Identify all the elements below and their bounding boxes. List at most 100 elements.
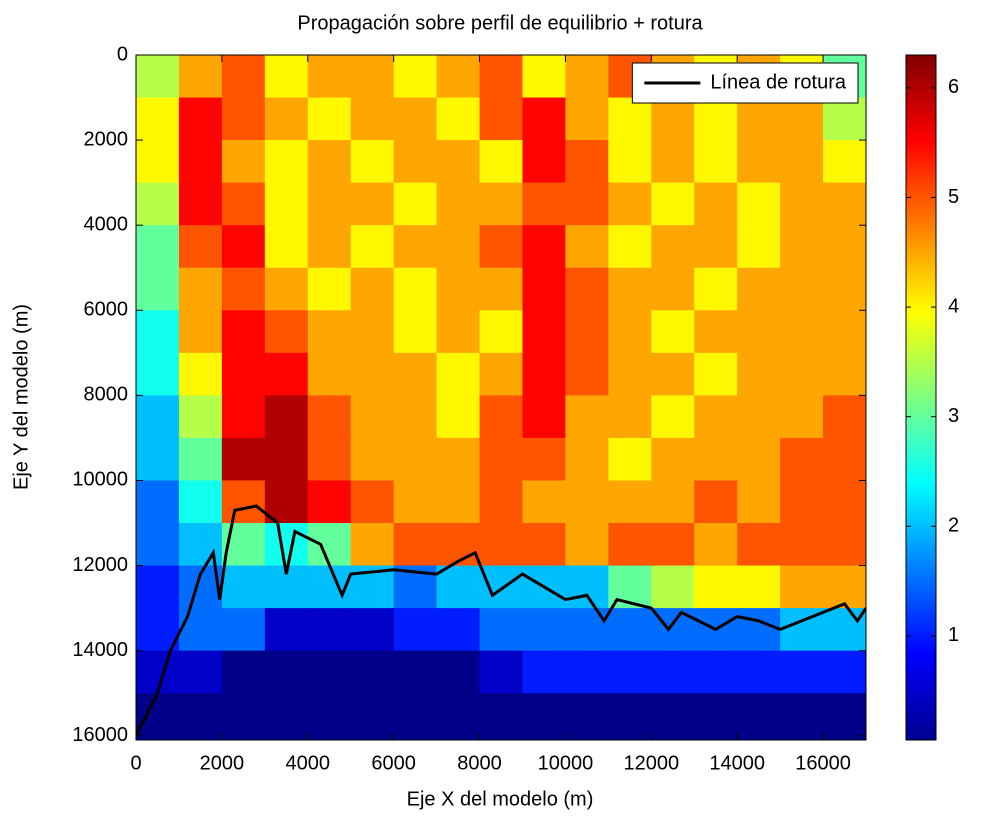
colorbar-tick-label: 5 [948,186,959,208]
heat-cell [780,395,824,439]
heat-cell [350,97,395,141]
heat-cell [178,395,223,439]
y-tick-label: 2000 [84,128,129,150]
heat-cell [264,225,309,269]
heat-cell [178,650,223,694]
heat-cell [780,310,824,354]
heat-cell [823,310,866,354]
heat-cell [565,352,609,396]
heat-cell [264,267,309,311]
heat-cell [651,140,695,184]
heat-cell [565,97,609,141]
x-tick-label: 10000 [538,752,594,774]
heat-cell [393,140,438,184]
heat-cell [823,565,866,609]
heat-cell [436,182,481,226]
heat-cell [350,608,395,652]
heat-cell [393,608,438,652]
overlay [136,504,866,737]
heat-cell [823,523,866,567]
heat-cell [178,608,223,652]
heat-cell [737,267,781,311]
heat-cell [178,225,223,269]
heat-cell [264,352,309,396]
heat-cell [823,97,866,141]
heat-cell [350,182,395,226]
heat-cell [479,55,524,99]
heat-cell [608,523,652,567]
heat-cell [136,97,180,141]
heat-cell [264,608,309,652]
heat-cell [393,693,438,740]
heat-cell [565,650,609,694]
heat-cell [565,55,609,99]
heat-cell [436,395,481,439]
heat-cell [393,225,438,269]
heat-cell [393,437,438,482]
heat-cell [823,693,866,740]
x-tick-label: 2000 [200,752,245,774]
heat-cell [823,225,866,269]
heat-cell [694,565,738,609]
y-tick-label: 10000 [72,469,128,491]
heat-cell [307,395,352,439]
heat-cell [565,565,609,609]
heat-cell [350,55,395,99]
heat-cell [307,650,352,694]
heat-cell [651,565,695,609]
heat-cell [780,267,824,311]
heat-cell [608,140,652,184]
heat-cell [694,310,738,354]
heat-cell [737,693,781,740]
colorbar-tick-label: 2 [948,515,959,537]
heat-cell [307,523,352,567]
heat-cell [393,97,438,141]
heat-cell [479,267,524,311]
heat-cell [264,437,309,482]
y-tick-label: 12000 [72,554,128,576]
heat-cell [651,395,695,439]
heat-cell [780,523,824,567]
heat-cell [565,140,609,184]
heat-cell [694,352,738,396]
heat-cell [436,140,481,184]
x-tick-label: 8000 [457,752,502,774]
heat-cell [522,437,567,482]
chart-title: Propagación sobre perfil de equilibrio +… [297,12,703,34]
heat-cell [436,693,481,740]
heat-cell [780,352,824,396]
heatmap [136,55,866,740]
heat-cell [479,437,524,482]
y-tick-label: 0 [117,43,128,65]
heat-cell [522,523,567,567]
heat-cell [479,608,524,652]
heat-cell [221,395,266,439]
heat-cell [350,395,395,439]
heat-cell [608,310,652,354]
heat-cell [737,182,781,226]
heat-cell [136,480,180,524]
heat-cell [221,140,266,184]
heat-cell [522,182,567,226]
heat-cell [436,523,481,567]
heat-cell [264,55,309,99]
x-axis-label: Eje X del modelo (m) [407,788,594,810]
colorbar-tick-label: 4 [948,295,959,317]
heat-cell [436,225,481,269]
heat-cell [522,140,567,184]
heat-cell [178,182,223,226]
heat-cell [221,225,266,269]
heat-cell [565,182,609,226]
heat-cell [651,267,695,311]
heat-cell [436,97,481,141]
heat-cell [393,480,438,524]
heat-cell [350,310,395,354]
heat-cell [136,267,180,311]
heat-cell [565,523,609,567]
heat-cell [479,182,524,226]
heat-cell [694,480,738,524]
heat-cell [651,310,695,354]
heat-cell [522,693,567,740]
heat-cell [307,480,352,524]
heat-cell [307,55,352,99]
